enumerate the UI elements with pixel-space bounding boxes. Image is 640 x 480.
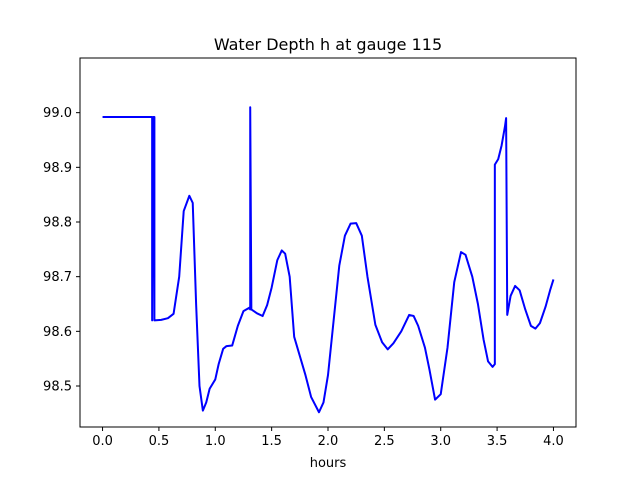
- x-axis-label: hours: [310, 456, 347, 471]
- y-tick-label: 99.0: [43, 106, 72, 121]
- x-tick-label: 2.5: [374, 434, 395, 449]
- y-axis-ticks: 98.5 98.6 98.7 98.8 98.9 99.0: [43, 106, 80, 395]
- x-tick-label: 0.0: [92, 434, 113, 449]
- chart-title: Water Depth h at gauge 115: [214, 35, 442, 54]
- series-layer: [102, 106, 555, 414]
- x-tick-label: 3.5: [487, 434, 508, 449]
- y-tick-label: 98.5: [43, 380, 72, 395]
- plot-area: [79, 57, 577, 428]
- y-tick-label: 98.9: [43, 161, 72, 176]
- x-tick-label: 0.5: [149, 434, 170, 449]
- x-tick-label: 4.0: [543, 434, 564, 449]
- x-tick-label: 1.0: [205, 434, 226, 449]
- x-tick-label: 2.0: [318, 434, 339, 449]
- series-line-0: [102, 106, 555, 414]
- y-tick-label: 98.8: [43, 216, 72, 231]
- x-tick-label: 1.5: [261, 434, 282, 449]
- x-tick-label: 3.0: [430, 434, 451, 449]
- y-tick-label: 98.6: [43, 325, 72, 340]
- y-tick-label: 98.7: [43, 270, 72, 285]
- x-axis-ticks: 0.0 0.5 1.0 1.5 2.0 2.5 3.0 3.5 4.0: [92, 427, 564, 449]
